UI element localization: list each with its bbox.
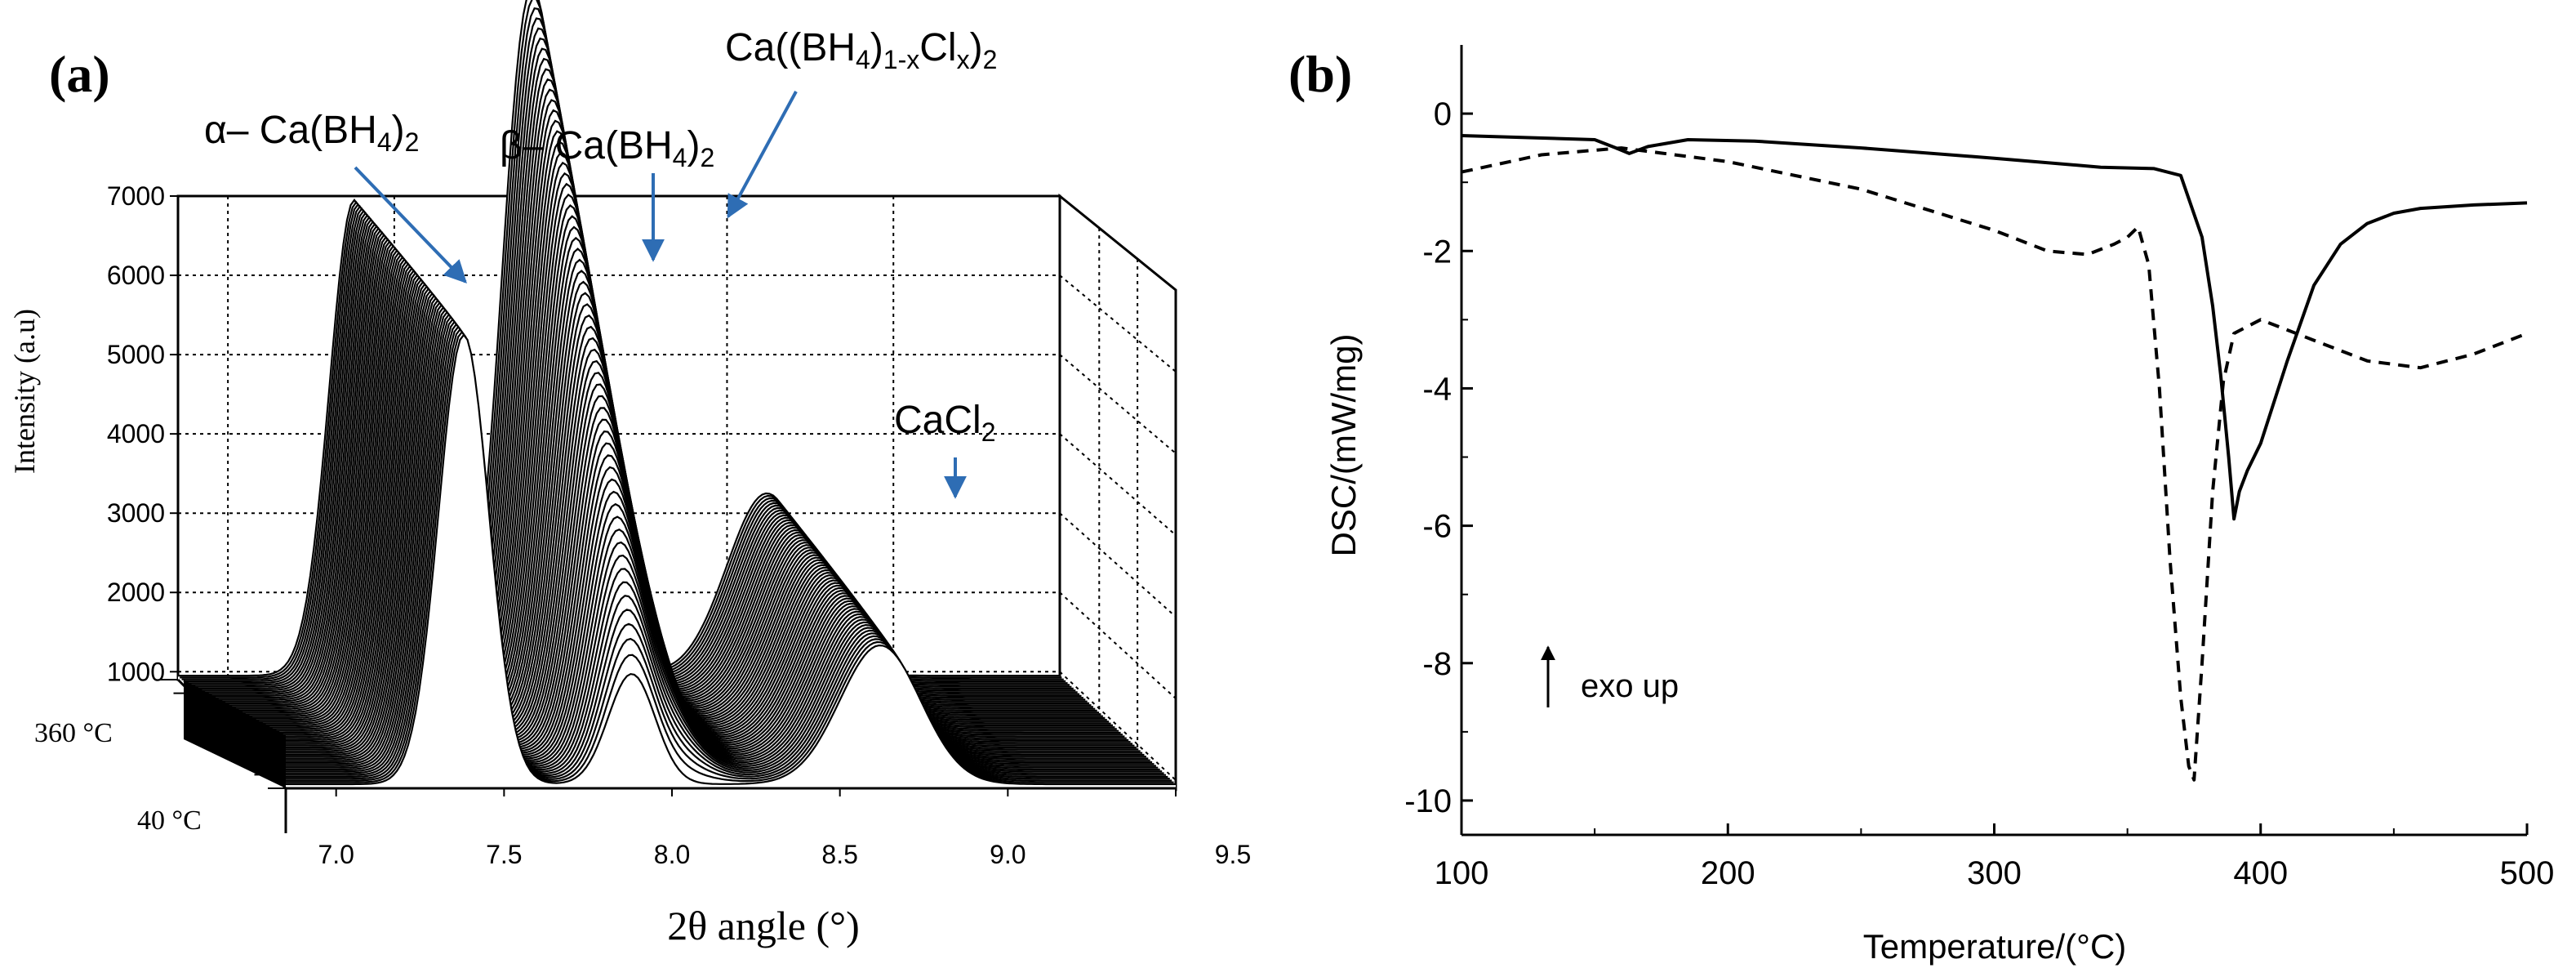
panel-b-label: (b)	[1288, 45, 1352, 103]
panel-a-y-ticks: 1000 2000 3000 4000 5000 6000 7000	[107, 181, 178, 686]
panel-a-label: (a)	[49, 45, 110, 103]
waterfall-trace-line	[278, 323, 1168, 778]
y-tick-label: 1000	[107, 657, 165, 686]
panel-b-x-ticks: 100 200 300 400 500	[1435, 823, 2555, 891]
panel-b-y-axis-label: DSC/(mW/mg)	[1324, 334, 1363, 557]
side-wall-gridline	[1059, 354, 1177, 454]
y-tick-label: 6000	[107, 261, 165, 290]
waterfall-trace-line	[283, 330, 1174, 783]
y-tick-label: -4	[1422, 371, 1452, 407]
y-tick-label: 5000	[107, 340, 165, 369]
x-tick-label: 500	[2500, 855, 2555, 891]
panel-b-x-axis-label: Temperature/(°C)	[1863, 927, 2127, 966]
panel-b-y-ticks: 0 -2 -4 -6 -8 -10	[1404, 96, 1473, 819]
y-tick-label: -6	[1422, 509, 1452, 545]
y-tick-label: 0	[1434, 96, 1452, 132]
waterfall-trace-line	[276, 320, 1166, 776]
side-wall-gridline	[1059, 274, 1177, 373]
annotation-beta: β– Ca(BH4)2	[500, 124, 714, 172]
x-tick-label: 8.5	[821, 840, 857, 869]
exo-up-label: exo up	[1581, 668, 1679, 704]
x-tick-label: 9.0	[990, 840, 1026, 869]
waterfall-trace-line	[282, 328, 1172, 782]
waterfall-trace-fill	[286, 335, 1176, 795]
side-wall-gridline	[1059, 591, 1177, 699]
waterfall-trace-line	[274, 318, 1164, 774]
waterfall-trace-line	[286, 333, 1176, 786]
waterfall-trace-line	[273, 315, 1163, 773]
panel-a-chart: (a) 1000 2000 3000 4000 5000 6000 7000 7.0 7.5 8…	[8, 0, 1251, 948]
waterfall-trace-line	[271, 313, 1160, 771]
panel-a-x-axis-label: 2θ angle (°)	[667, 903, 860, 948]
x-tick-label: 200	[1701, 855, 1755, 891]
y-tick-label: 7000	[107, 181, 165, 211]
panel-a-x-ticks: 7.0 7.5 8.0 8.5 9.0 9.5	[318, 788, 1251, 869]
x-tick-label: 7.0	[318, 840, 354, 869]
dsc-series-dashed	[1461, 146, 2528, 782]
dsc-series-solid	[1461, 134, 2528, 521]
y-tick-label: -2	[1422, 234, 1452, 270]
y-tick-label: -10	[1404, 783, 1452, 819]
side-wall-gridline	[1059, 512, 1177, 618]
x-tick-label: 7.5	[486, 840, 522, 869]
x-tick-label: 300	[1967, 855, 2022, 891]
side-wall-gridline	[1059, 433, 1177, 536]
x-tick-label: 400	[2233, 855, 2288, 891]
y-tick-label: 4000	[107, 419, 165, 448]
waterfall-trace-line	[267, 308, 1156, 767]
x-tick-label: 9.5	[1215, 840, 1251, 869]
panel-a-z-label-bottom: 40 °C	[137, 805, 202, 836]
annotation-solid-solution: Ca((BH4)1-xClx)2	[725, 26, 997, 74]
panel-a-y-axis-label: Intensity (a.u)	[8, 309, 41, 474]
x-tick-label: 8.0	[654, 840, 690, 869]
panel-a-traces	[178, 0, 1176, 795]
annotation-alpha: α– Ca(BH4)2	[204, 109, 419, 157]
side-wall-gridline	[1059, 195, 1177, 291]
y-tick-label: 3000	[107, 498, 165, 528]
panel-b-series	[1461, 134, 2528, 782]
waterfall-trace-line	[269, 310, 1159, 769]
panel-a-floor	[160, 678, 1176, 833]
arrow-alpha	[354, 166, 467, 284]
waterfall-trace-line	[265, 306, 1155, 765]
panel-b-axes	[1460, 45, 2527, 836]
arrow-solid-solution	[727, 91, 798, 219]
y-tick-label: -8	[1422, 646, 1452, 682]
x-tick-label: 100	[1435, 855, 1489, 891]
panel-a-z-label-top: 360 °C	[34, 718, 113, 748]
waterfall-trace-line	[280, 325, 1170, 780]
annotation-cacl2: CaCl2	[894, 399, 995, 447]
panel-b-chart: (b) 100 200 300 400 500 0 -2 -4 -6 -8 -10 DSC/(mW…	[1288, 45, 2554, 966]
y-tick-label: 2000	[107, 578, 165, 607]
